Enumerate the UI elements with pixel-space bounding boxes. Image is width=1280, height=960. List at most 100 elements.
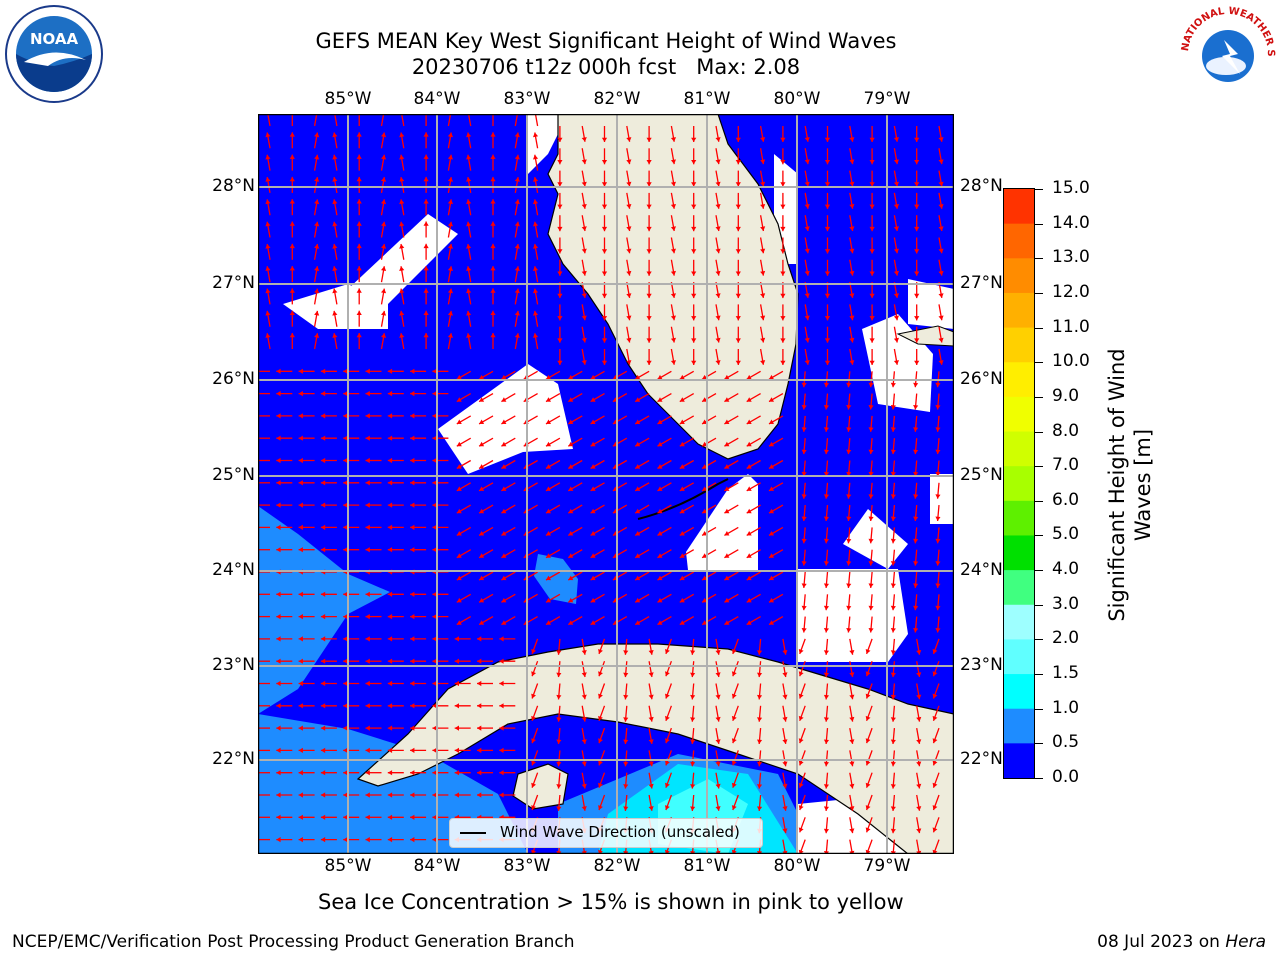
wave-direction-arrowhead	[646, 338, 652, 343]
wave-direction-arrowhead	[501, 531, 507, 536]
wave-direction-arrowhead	[343, 502, 348, 508]
wave-direction-arrowhead	[343, 435, 348, 441]
wave-direction-arrowhead	[466, 199, 472, 205]
wave-direction-arrowhead	[466, 244, 472, 249]
wave-direction-arrowhead	[769, 374, 774, 380]
wave-direction-arrowhead	[432, 658, 437, 664]
wave-direction-arrowhead	[935, 538, 941, 544]
wave-direction-arrowhead	[387, 502, 393, 508]
wave-direction-arrowhead	[320, 480, 326, 486]
wave-direction-arrowhead	[679, 531, 685, 536]
wave-direction-arrowhead	[387, 413, 393, 419]
wave-direction-arrowhead	[746, 374, 752, 380]
wave-direction-arrowhead	[387, 792, 393, 798]
wave-direction-arrowhead	[479, 486, 485, 491]
wave-direction-arrowhead	[514, 177, 520, 182]
wave-direction-arrowhead	[568, 486, 574, 491]
wave-direction-arrowhead	[849, 204, 855, 209]
colorbar-tick-mark	[1035, 362, 1043, 364]
wave-direction-arrowhead	[514, 244, 520, 249]
wave-direction-arrowhead	[780, 160, 786, 165]
wave-direction-arrowhead	[635, 620, 641, 625]
lon-label-top: 85°W	[324, 89, 372, 109]
wave-direction-arrowhead	[289, 221, 295, 226]
wave-direction-arrowhead	[735, 226, 741, 232]
wave-direction-arrowhead	[423, 154, 429, 159]
wave-direction-arrowhead	[823, 405, 829, 410]
wave-direction-arrowhead	[298, 792, 303, 798]
wave-direction-arrowhead	[590, 397, 596, 402]
wave-direction-arrowhead	[314, 244, 320, 249]
wave-direction-arrowhead	[365, 614, 370, 620]
colorbar-tick-label: 9.0	[1052, 385, 1080, 406]
wave-direction-arrowhead	[702, 620, 708, 625]
lat-label-left: 27°N	[212, 273, 255, 293]
wave-direction-arrowhead	[935, 382, 941, 388]
wave-direction-arrowhead	[635, 575, 641, 581]
wave-direction-arrowhead	[499, 725, 504, 731]
nodata-area	[686, 474, 758, 570]
wave-direction-arrowhead	[690, 650, 696, 655]
wave-direction-arrowhead	[479, 374, 485, 380]
wave-direction-arrowhead	[890, 784, 896, 789]
wave-direction-arrowhead	[869, 137, 875, 142]
wave-direction-arrowhead	[447, 244, 453, 249]
wave-direction-arrowhead	[343, 457, 348, 464]
wave-direction-arrowhead	[581, 204, 587, 209]
wave-direction-arrowhead	[466, 221, 472, 227]
wave-direction-arrowhead	[276, 636, 281, 642]
wave-direction-arrowhead	[432, 591, 437, 597]
wave-direction-arrowhead	[849, 137, 855, 142]
wave-direction-arrowhead	[782, 694, 788, 700]
wave-direction-arrowhead	[276, 457, 281, 464]
wave-direction-arrowhead	[913, 471, 919, 477]
wave-direction-arrowhead	[447, 199, 453, 205]
nodata-area	[843, 509, 908, 569]
wave-direction-arrowhead	[657, 620, 663, 625]
wave-direction-arrowhead	[423, 176, 429, 182]
wave-direction-arrowhead	[598, 715, 603, 721]
wave-direction-arrowhead	[410, 524, 415, 530]
wave-direction-arrowhead	[846, 628, 852, 633]
wave-direction-arrowhead	[626, 270, 632, 276]
wave-direction-arrowhead	[780, 137, 786, 142]
colorbar-tick-mark	[1035, 708, 1043, 710]
wave-direction-arrowhead	[849, 270, 855, 276]
wave-direction-arrowhead	[320, 614, 326, 620]
wave-direction-arrowhead	[702, 575, 708, 581]
nws-logo: NATIONAL WEATHER SERVICE	[1174, 0, 1278, 104]
wave-direction-arrowhead	[702, 531, 708, 536]
wave-direction-arrowhead	[601, 204, 608, 209]
wave-direction-arrowhead	[914, 316, 920, 321]
colorbar-tick-mark	[1035, 778, 1043, 779]
wave-direction-arrowhead	[479, 575, 485, 581]
wave-direction-arrowhead	[890, 650, 896, 655]
wave-direction-arrowhead	[691, 226, 697, 232]
wave-direction-arrowhead	[387, 547, 393, 553]
wave-direction-arrowhead	[332, 266, 338, 271]
colorbar-tick-mark	[1035, 327, 1043, 329]
wave-direction-arrowhead	[598, 693, 603, 699]
wave-direction-arrowhead	[320, 636, 326, 642]
wave-direction-arrowhead	[356, 176, 362, 182]
wave-direction-arrowhead	[801, 382, 807, 388]
title-line1: GEFS MEAN Key West Significant Height of…	[315, 29, 897, 53]
wave-direction-arrowhead	[557, 249, 563, 254]
wave-direction-arrowhead	[432, 502, 437, 508]
wave-direction-arrowhead	[702, 441, 708, 447]
wave-direction-arrowhead	[381, 333, 387, 338]
wave-direction-arrowhead	[501, 441, 507, 447]
wave-direction-arrowhead	[913, 405, 919, 410]
wave-direction-arrowhead	[869, 182, 875, 187]
colorbar-tick-label: 5.0	[1052, 524, 1080, 545]
wave-direction-arrowhead	[846, 605, 852, 611]
wave-direction-arrowhead	[868, 561, 874, 566]
wave-direction-arrowhead	[702, 508, 708, 514]
wave-direction-arrowhead	[466, 310, 472, 316]
wave-direction-arrowhead	[501, 419, 507, 424]
wave-direction-arrowhead	[635, 419, 641, 424]
wave-direction-arrowhead	[477, 680, 482, 687]
wave-direction-arrowhead	[849, 783, 855, 789]
wave-direction-arrowhead	[846, 561, 852, 566]
wave-direction-arrowhead	[276, 368, 281, 374]
